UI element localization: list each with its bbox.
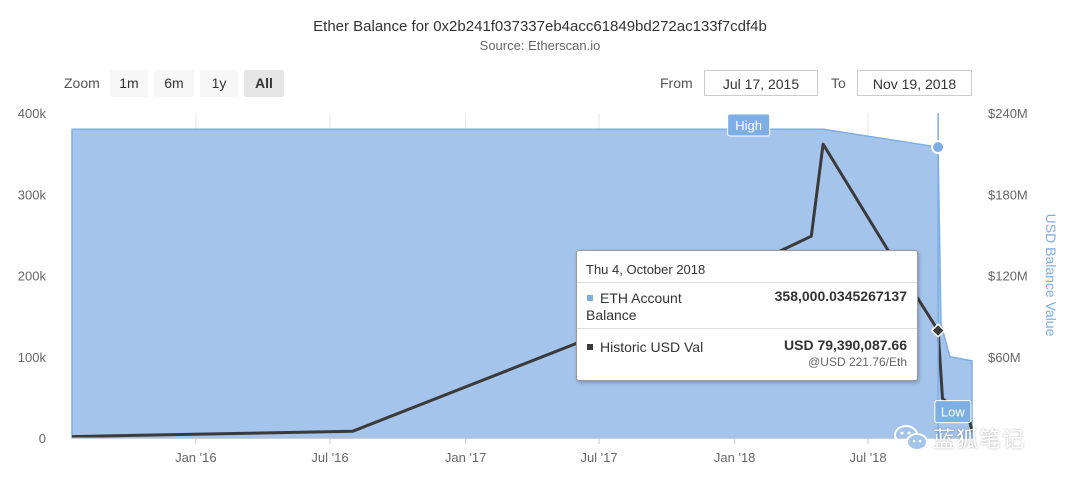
tooltip-date: Thu 4, October 2018	[586, 262, 706, 277]
y-right-tick-label: $120M	[988, 269, 1028, 284]
tooltip-divider	[577, 328, 917, 329]
svg-text:Low: Low	[941, 405, 965, 420]
low-flag: Low	[934, 400, 972, 424]
x-axis: Jan '16 Jul '16 Jan '17 Jul '17 Jan '18 Jul '…	[72, 437, 972, 465]
watermark-text: 蓝狐笔记	[933, 427, 1026, 452]
tooltip-divider	[577, 282, 917, 283]
line-hover-marker	[930, 323, 946, 338]
y-left-tick-label: 400k	[18, 106, 47, 121]
zoom-label: Zoom	[64, 75, 100, 91]
tooltip-usd-rate: @USD 221.76/Eth	[808, 355, 907, 369]
tooltip-usd-swatch	[587, 344, 593, 350]
y-right-tick-label: $240M	[988, 106, 1028, 121]
y-axis-right-title: USD Balance Value	[1043, 214, 1059, 337]
y-axis-left: 0 100k 200k 300k 400k	[18, 106, 47, 446]
x-tick-label: Jul '18	[849, 450, 886, 465]
y-left-tick-label: 100k	[18, 350, 47, 365]
zoom-all-button[interactable]: All	[244, 70, 284, 97]
y-right-tick-label: $180M	[988, 187, 1028, 202]
y-axis-right: $60M $120M $180M $240M	[988, 106, 1028, 365]
tooltip-usd-value: USD 79,390,087.66	[784, 337, 907, 353]
zoom-6m-button[interactable]: 6m	[154, 70, 194, 97]
area-hover-marker	[931, 140, 946, 155]
tooltip-usd-name: Historic USD Val	[600, 339, 704, 355]
watermark: 蓝狐笔记	[893, 422, 1025, 454]
zoom-1m-button[interactable]: 1m	[110, 70, 148, 97]
from-date-input[interactable]: Jul 17, 2015	[704, 70, 818, 96]
zoom-1y-button[interactable]: 1y	[200, 70, 238, 97]
y-left-tick-label: 300k	[18, 187, 47, 202]
chart-title: Ether Balance for 0x2b241f037337eb4acc61…	[313, 18, 767, 35]
x-tick-label: Jan '17	[445, 450, 487, 465]
x-tick-label: Jul '16	[311, 450, 348, 465]
y-left-tick-label: 0	[39, 431, 46, 446]
chart-tooltip: Thu 4, October 2018 ETH Account Balance …	[576, 250, 918, 381]
to-date-input[interactable]: Nov 19, 2018	[857, 70, 972, 96]
x-tick-label: Jan '16	[175, 450, 217, 465]
y-right-tick-label: $60M	[988, 350, 1021, 365]
tooltip-eth-swatch	[587, 295, 593, 301]
x-tick-label: Jan '18	[714, 450, 756, 465]
y-left-tick-label: 200k	[18, 269, 47, 284]
svg-text:High: High	[735, 118, 762, 133]
tooltip-eth-value: 358,000.0345267137	[774, 288, 907, 304]
tooltip-eth-name: ETH Account Balance	[586, 290, 682, 323]
to-label: To	[831, 75, 846, 91]
wechat-icon	[894, 425, 928, 451]
from-label: From	[660, 75, 693, 91]
chart-subtitle: Source: Etherscan.io	[479, 38, 601, 53]
x-tick-label: Jul '17	[580, 450, 617, 465]
high-flag: High	[727, 113, 771, 137]
